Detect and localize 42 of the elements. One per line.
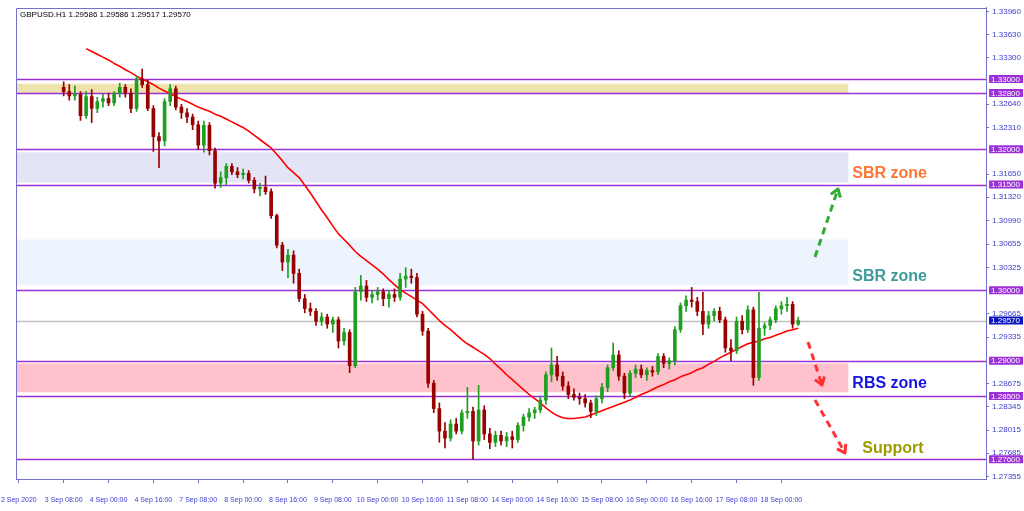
candlestick	[241, 168, 245, 180]
ref-line-label: 1.29570	[991, 316, 1021, 326]
candlestick	[157, 132, 161, 169]
candlestick	[359, 275, 363, 301]
ref-line-label: 1.32800	[991, 88, 1021, 98]
candlestick	[286, 249, 290, 278]
chart-title: GBPUSD.H1 1.29586 1.29586 1.29517 1.29570	[20, 10, 192, 19]
y-tick-label: 1.32310	[992, 122, 1022, 132]
y-tick-label: 1.30325	[992, 262, 1022, 272]
candlestick	[510, 430, 515, 449]
y-tick-label: 1.33300	[992, 53, 1022, 63]
candlestick	[729, 339, 733, 361]
y-tick-label: 1.33960	[992, 6, 1022, 16]
ref-line-label: 1.28500	[991, 391, 1021, 401]
annotation: Support	[862, 439, 925, 457]
y-tick-label: 1.33630	[992, 29, 1022, 39]
y-tick-label: 1.28675	[992, 378, 1022, 388]
y-tick-label: 1.29335	[992, 332, 1022, 342]
candlestick	[258, 182, 262, 197]
candlestick	[532, 406, 537, 419]
y-tick-label: 1.31650	[992, 169, 1022, 179]
y-tick-label: 1.32640	[992, 99, 1022, 109]
candlestick	[73, 85, 77, 101]
band-label: SBR zone	[852, 164, 928, 182]
y-tick-label: 1.27355	[992, 471, 1022, 481]
ref-line-label: 1.30000	[991, 285, 1021, 295]
y-tick-label: 1.31320	[992, 192, 1022, 202]
y-tick-label: 1.28015	[992, 425, 1022, 435]
y-tick-label: 1.28345	[992, 402, 1022, 412]
band-label: RBS zone	[852, 374, 928, 392]
y-tick-label: 1.29665	[992, 309, 1022, 319]
y-tick-label: 1.30990	[992, 215, 1022, 225]
ref-line-label: 1.32000	[991, 145, 1021, 155]
ref-line-label: 1.27600	[991, 454, 1021, 464]
y-tick-label: 1.30655	[992, 239, 1022, 249]
candlestick	[403, 267, 408, 288]
ref-line-label: 1.33000	[991, 74, 1021, 84]
ref-line-label: 1.29000	[991, 356, 1021, 366]
ref-line-label: 1.31500	[991, 180, 1021, 190]
candlestick	[785, 296, 789, 312]
band-label: SBR zone	[852, 267, 928, 285]
candlestick	[409, 268, 414, 284]
